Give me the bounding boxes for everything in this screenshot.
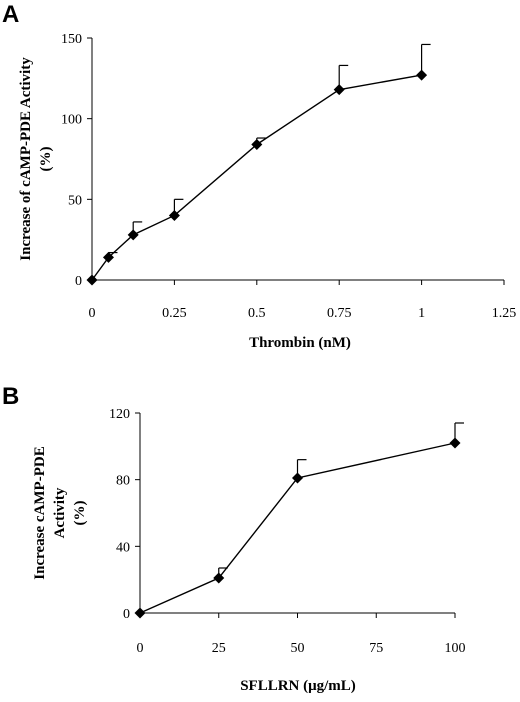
data-point-b — [449, 437, 461, 449]
x-tick-label-b: 0 — [137, 641, 144, 656]
data-point-a — [168, 209, 180, 221]
series-b — [134, 422, 464, 619]
axes-a: 0 0.25 0.5 0.75 1 1.25 0 50 100 150 — [61, 32, 516, 321]
series-line-a — [91, 74, 422, 281]
x-tick-label-a: 1 — [418, 306, 425, 321]
y-axis-title-line-a: Increase of cAMP-PDE Activity — [18, 57, 34, 261]
series-a — [86, 43, 431, 286]
x-tick-label-a: 0.5 — [248, 306, 266, 321]
y-tick-label-b: 0 — [123, 607, 130, 622]
data-point-b — [292, 472, 303, 484]
series-line-b — [139, 442, 456, 614]
y-tick-label-a: 100 — [61, 113, 82, 128]
panel-letter-b: B — [2, 383, 19, 410]
chart-panel-a: A Increase of cAMP-PDE Activity (%) Throm… — [2, 1, 516, 351]
y-axis-title-text-b: Increase cAMP-PDE Activity (%) — [32, 446, 88, 579]
y-tick-label-a: 150 — [61, 32, 82, 47]
x-tick-label-b: 50 — [291, 641, 305, 656]
x-tick-label-a: 0.25 — [162, 306, 187, 321]
axes-b: 0 25 50 75 100 0 40 80 120 — [109, 407, 466, 656]
data-point-a — [251, 138, 263, 150]
y-tick-label-b: 80 — [116, 474, 130, 489]
data-point-a — [416, 69, 428, 81]
y-tick-label-a: 0 — [75, 274, 82, 289]
chart-panel-b: B Increase cAMP-PDE Activity (%) SFLLRN (μ… — [2, 383, 466, 694]
data-point-a — [127, 229, 139, 241]
x-axis-title-a: Thrombin (nM) — [249, 335, 351, 351]
x-tick-label-b: 75 — [369, 641, 383, 656]
y-axis-title-line-b: Increase cAMP-PDE — [32, 446, 48, 579]
x-tick-label-b: 25 — [212, 641, 226, 656]
y-axis-title-line-b: (%) — [72, 501, 88, 526]
y-axis-title-a: Increase of cAMP-PDE Activity (%) — [18, 57, 54, 261]
x-tick-label-a: 0.75 — [327, 306, 352, 321]
y-axis-title-b: Increase cAMP-PDE Activity (%) — [32, 446, 88, 579]
x-tick-label-a: 0 — [89, 306, 96, 321]
y-axis-title-line-b: Activity — [52, 487, 68, 538]
y-tick-label-a: 50 — [68, 193, 82, 208]
y-tick-label-b: 120 — [109, 407, 130, 422]
y-axis-title-line-a: (%) — [38, 147, 54, 172]
data-point-a — [86, 274, 98, 286]
data-point-b — [213, 572, 225, 584]
panel-letter-a: A — [2, 1, 19, 28]
data-point-a — [102, 251, 114, 263]
data-point-b — [134, 607, 146, 619]
x-axis-title-b: SFLLRN (μg/mL) — [240, 678, 356, 694]
y-tick-label-b: 40 — [116, 540, 130, 555]
y-axis-title-text-a: Increase of cAMP-PDE Activity (%) — [18, 57, 54, 261]
data-point-a — [333, 84, 345, 96]
x-tick-label-a: 1.25 — [492, 306, 517, 321]
x-tick-label-b: 100 — [445, 641, 466, 656]
